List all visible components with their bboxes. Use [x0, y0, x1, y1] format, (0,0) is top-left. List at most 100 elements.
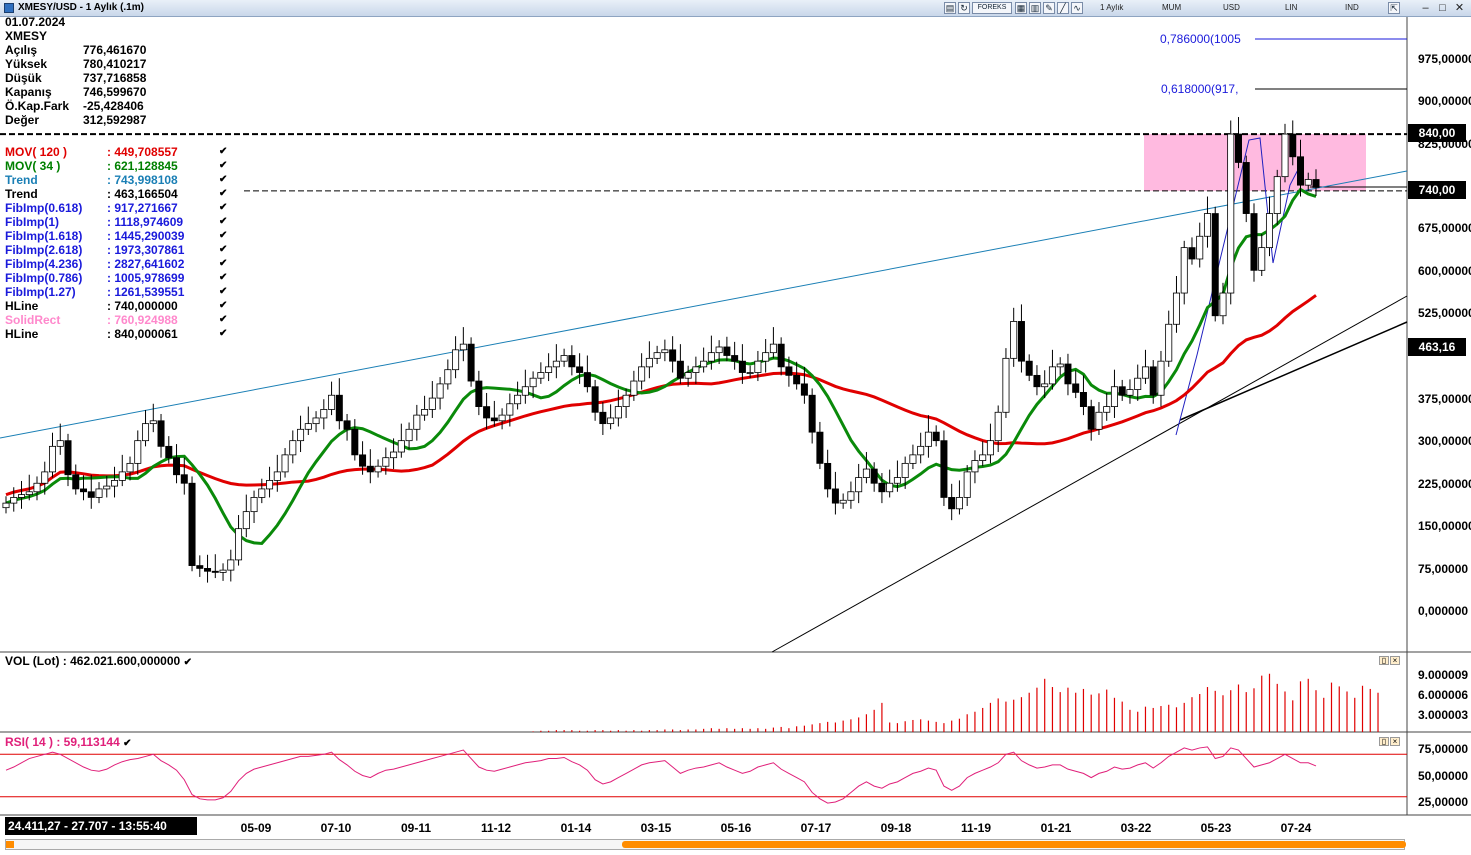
- check-icon[interactable]: ✔: [219, 258, 228, 269]
- indicator-label: MOV( 34 ): [5, 159, 61, 173]
- zigzag-line: [1175, 137, 1303, 436]
- chart-canvas[interactable]: [0, 17, 1471, 817]
- trend-draw-icon[interactable]: ╱: [1057, 2, 1069, 14]
- indicator-row[interactable]: HLine: 840,000061 ✔: [5, 327, 229, 341]
- candle-body: [483, 406, 491, 419]
- line-style-icon[interactable]: ∿: [1071, 2, 1083, 14]
- minimize-icon[interactable]: –: [1422, 2, 1429, 14]
- check-icon[interactable]: ✔: [219, 244, 228, 255]
- rsi-axis-label: 50,00000: [1418, 769, 1469, 783]
- maximize-icon[interactable]: □: [1439, 2, 1446, 14]
- indicator-row[interactable]: MOV( 34 ) : 621,128845 ✔: [5, 159, 229, 173]
- ohlc-value: 776,461670: [83, 43, 147, 57]
- candle-body: [149, 420, 157, 425]
- ohlc-label: Düşük: [5, 71, 42, 85]
- check-icon[interactable]: ✔: [219, 174, 228, 185]
- check-icon[interactable]: ✔: [219, 146, 228, 157]
- candle-body: [963, 471, 971, 498]
- candle-body: [537, 372, 545, 379]
- scale-selector[interactable]: LIN: [1285, 3, 1298, 12]
- panel-restore-icon[interactable]: ▯: [1379, 656, 1389, 665]
- indicator-row[interactable]: FibImp(4.236): 2827,641602 ✔: [5, 257, 229, 271]
- indicator-row[interactable]: Trend: 463,166504 ✔: [5, 187, 229, 201]
- check-icon[interactable]: ✔: [219, 328, 228, 339]
- indicator-row[interactable]: HLine: 740,000000 ✔: [5, 299, 229, 313]
- horizontal-scrollbar[interactable]: [5, 839, 1406, 850]
- pencil-icon[interactable]: ✎: [1043, 2, 1055, 14]
- candle-body: [917, 445, 925, 456]
- candle-body: [405, 428, 413, 442]
- candle-body: [1265, 213, 1273, 249]
- candle-body: [1095, 411, 1103, 430]
- candle-body: [1072, 383, 1080, 393]
- trend-line-support: [1179, 321, 1408, 421]
- close-icon[interactable]: ✕: [1454, 2, 1465, 14]
- check-icon[interactable]: ✔: [219, 202, 228, 213]
- pin-icon[interactable]: ⇱: [1388, 2, 1400, 14]
- indicator-row[interactable]: FibImp(0.618): 917,271667 ✔: [5, 201, 229, 215]
- price-axis-label: 75,00000: [1418, 562, 1469, 576]
- table-icon[interactable]: ▥: [1029, 2, 1041, 14]
- indicator-row[interactable]: SolidRect: 760,924988 ✔: [5, 313, 229, 327]
- candle-body: [1079, 392, 1087, 407]
- price-axis-label: 300,00000: [1418, 434, 1471, 448]
- candle-body: [506, 403, 514, 416]
- mode-selector[interactable]: IND: [1345, 3, 1359, 12]
- panel-restore-icon[interactable]: ▯: [1379, 737, 1389, 746]
- candle-body: [638, 366, 646, 382]
- candle-body: [242, 511, 250, 530]
- price-axis-label: 225,00000: [1418, 477, 1471, 491]
- check-icon[interactable]: ✔: [219, 286, 228, 297]
- candle-body: [142, 423, 150, 442]
- candle-body: [173, 457, 181, 476]
- trend-line-upper: [0, 170, 1408, 439]
- candle-body: [273, 471, 281, 481]
- indicator-row[interactable]: Trend: 743,998108 ✔: [5, 173, 229, 187]
- style-selector[interactable]: MUM: [1162, 3, 1182, 12]
- indicator-label: HLine: [5, 299, 39, 313]
- indicator-row[interactable]: FibImp(1.27): 1261,539551 ✔: [5, 285, 229, 299]
- refresh-icon[interactable]: ↻: [958, 2, 970, 14]
- check-icon[interactable]: ✔: [219, 314, 228, 325]
- grid-icon[interactable]: ▦: [1015, 2, 1027, 14]
- window-titlebar: XMESY/USD - 1 Aylık (.1m) ▤ ↻ FOREKS ▦ ▥…: [0, 0, 1471, 17]
- indicator-label: Trend: [5, 173, 38, 187]
- candle-body: [816, 431, 824, 464]
- candle-body: [645, 357, 653, 368]
- chart-type-icon[interactable]: ▤: [944, 2, 956, 14]
- hline-840-badge: 840,00: [1408, 124, 1466, 142]
- candle-body: [862, 468, 870, 478]
- indicator-label: FibImp(2.618): [5, 243, 83, 257]
- panel-close-icon[interactable]: ×: [1390, 737, 1400, 746]
- indicator-row[interactable]: FibImp(1): 1118,974609 ✔: [5, 215, 229, 229]
- indicator-label: FibImp(0.786): [5, 271, 83, 285]
- indicator-label: MOV( 120 ): [5, 145, 68, 159]
- indicator-value: : 621,128845: [107, 159, 178, 173]
- check-icon[interactable]: ✔: [219, 216, 228, 227]
- candle-body: [118, 471, 126, 481]
- candle-body: [986, 440, 994, 456]
- indicator-row[interactable]: FibImp(1.618): 1445,290039 ✔: [5, 229, 229, 243]
- candle-body: [1087, 406, 1095, 430]
- panel-close-icon[interactable]: ×: [1390, 656, 1400, 665]
- rsi-panel-controls[interactable]: ▯ ×: [1378, 737, 1400, 746]
- check-icon[interactable]: ✔: [219, 300, 228, 311]
- check-icon[interactable]: ✔: [219, 272, 228, 283]
- indicator-row[interactable]: FibImp(2.618): 1973,307861 ✔: [5, 243, 229, 257]
- check-icon[interactable]: ✔: [219, 188, 228, 199]
- indicator-row[interactable]: MOV( 120 ): 449,708557 ✔: [5, 145, 229, 159]
- candle-body: [64, 440, 72, 476]
- check-icon[interactable]: ✔: [219, 230, 228, 241]
- volume-panel-controls[interactable]: ▯ ×: [1378, 656, 1400, 665]
- candle-body: [831, 488, 839, 504]
- ohlc-label: Açılış: [5, 43, 38, 57]
- scroll-left-handle[interactable]: [6, 841, 14, 848]
- candle-body: [25, 491, 33, 496]
- currency-selector[interactable]: USD: [1223, 3, 1240, 12]
- rsi-axis-label: 75,00000: [1418, 742, 1469, 756]
- candle-body: [514, 394, 522, 405]
- scroll-thumb[interactable]: [622, 841, 1406, 848]
- period-selector[interactable]: 1 Aylık: [1100, 3, 1124, 12]
- indicator-row[interactable]: FibImp(0.786): 1005,978699 ✔: [5, 271, 229, 285]
- check-icon[interactable]: ✔: [219, 160, 228, 171]
